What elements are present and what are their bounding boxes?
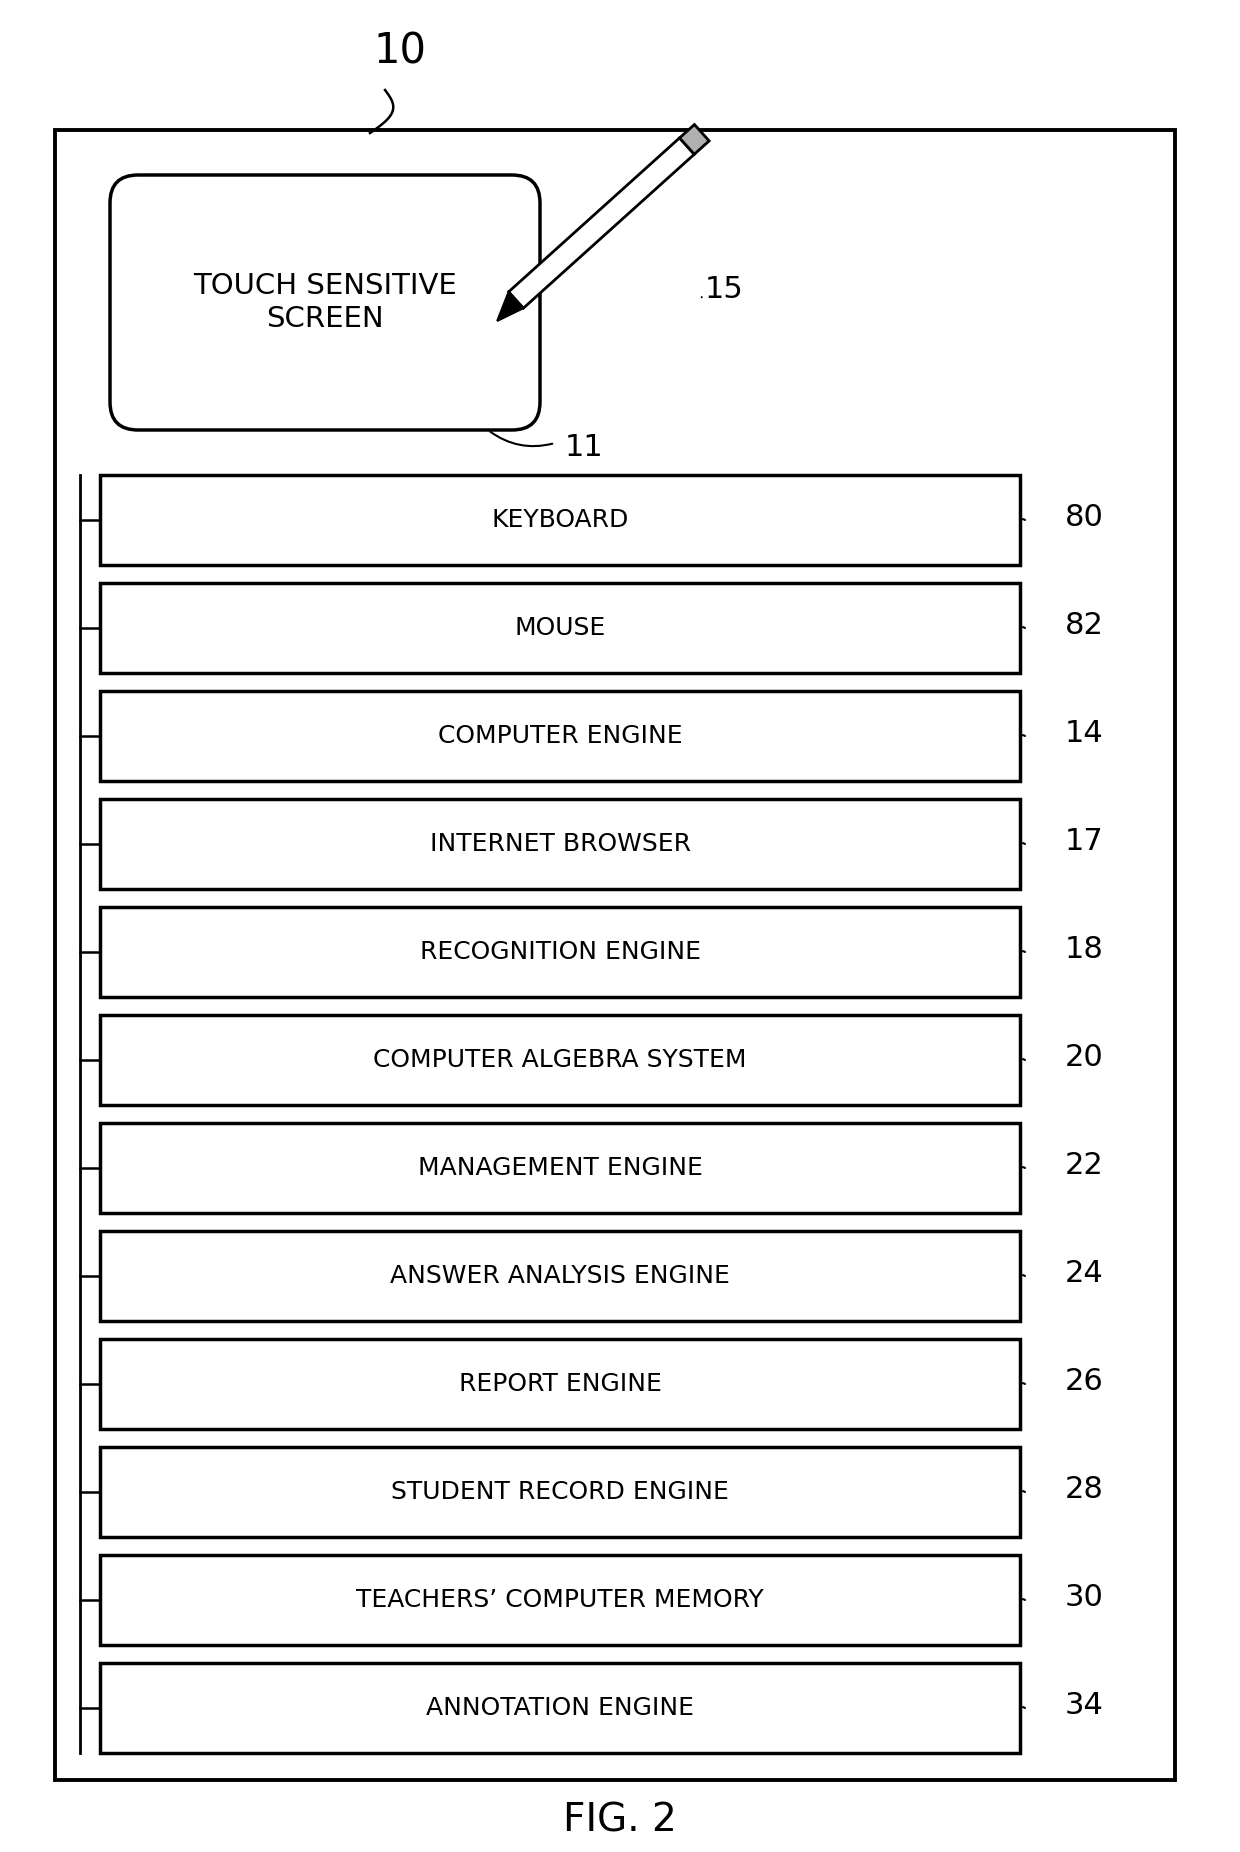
Bar — [100, 1556, 1021, 1645]
FancyBboxPatch shape — [110, 174, 539, 430]
Text: FIG. 2: FIG. 2 — [563, 1800, 677, 1839]
Text: ANNOTATION ENGINE: ANNOTATION ENGINE — [427, 1696, 694, 1721]
Text: COMPUTER ALGEBRA SYSTEM: COMPUTER ALGEBRA SYSTEM — [373, 1048, 746, 1072]
Polygon shape — [497, 293, 523, 320]
Bar — [100, 1663, 1021, 1754]
Text: 24: 24 — [1065, 1259, 1104, 1289]
Text: REPORT ENGINE: REPORT ENGINE — [459, 1372, 661, 1396]
Text: 28: 28 — [1065, 1476, 1104, 1504]
Text: 26: 26 — [1065, 1367, 1104, 1396]
Text: 34: 34 — [1065, 1691, 1104, 1721]
Bar — [100, 474, 1021, 565]
Text: COMPUTER ENGINE: COMPUTER ENGINE — [438, 724, 682, 748]
Text: ANSWER ANALYSIS ENGINE: ANSWER ANALYSIS ENGINE — [391, 1265, 730, 1287]
Text: TEACHERS’ COMPUTER MEMORY: TEACHERS’ COMPUTER MEMORY — [356, 1587, 764, 1611]
Bar — [100, 1339, 1021, 1430]
Text: MANAGEMENT ENGINE: MANAGEMENT ENGINE — [418, 1156, 702, 1180]
Text: RECOGNITION ENGINE: RECOGNITION ENGINE — [419, 941, 701, 965]
Bar — [55, 130, 1176, 1780]
Text: 10: 10 — [373, 31, 427, 72]
Bar — [100, 1446, 1021, 1537]
Text: 14: 14 — [1065, 719, 1104, 748]
Polygon shape — [680, 124, 709, 154]
Text: 80: 80 — [1065, 504, 1104, 533]
Text: 11: 11 — [565, 433, 604, 463]
Bar — [100, 691, 1021, 782]
Text: 15: 15 — [706, 276, 744, 304]
Polygon shape — [508, 137, 694, 307]
Bar — [100, 1122, 1021, 1213]
Text: INTERNET BROWSER: INTERNET BROWSER — [429, 832, 691, 856]
Text: 22: 22 — [1065, 1152, 1104, 1180]
Text: TOUCH SENSITIVE
SCREEN: TOUCH SENSITIVE SCREEN — [193, 272, 456, 333]
Text: 30: 30 — [1065, 1583, 1104, 1613]
Text: MOUSE: MOUSE — [515, 617, 605, 641]
Bar — [100, 1232, 1021, 1320]
Text: STUDENT RECORD ENGINE: STUDENT RECORD ENGINE — [391, 1480, 729, 1504]
Text: 18: 18 — [1065, 935, 1104, 965]
Bar — [100, 907, 1021, 996]
Text: 82: 82 — [1065, 611, 1104, 641]
Text: 20: 20 — [1065, 1043, 1104, 1072]
Bar — [100, 1015, 1021, 1106]
Text: KEYBOARD: KEYBOARD — [491, 507, 629, 532]
Bar — [100, 798, 1021, 889]
Text: 17: 17 — [1065, 828, 1104, 856]
Bar — [100, 583, 1021, 672]
